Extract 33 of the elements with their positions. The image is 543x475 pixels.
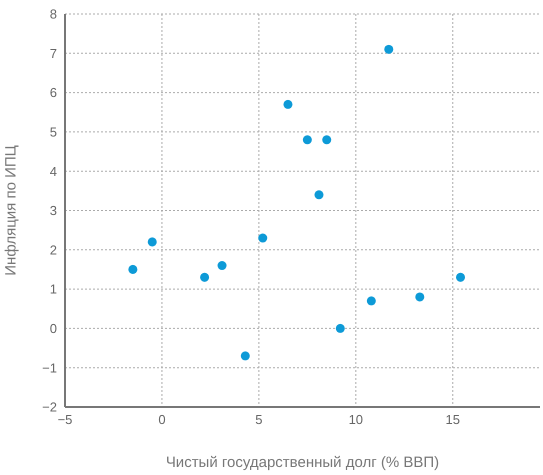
point [218, 261, 227, 270]
y-tick-label: −2 [42, 400, 57, 415]
point [384, 44, 394, 54]
y-tick-label: 4 [50, 164, 57, 179]
x-tick-label: −5 [58, 412, 72, 428]
point [128, 264, 138, 274]
point [148, 237, 157, 246]
y-tick-label: 2 [50, 242, 57, 258]
y-tick-label: −1 [42, 360, 57, 376]
x-tick-label: 5 [255, 412, 262, 428]
point [336, 324, 345, 333]
point [415, 292, 424, 302]
y-tick-label: 3 [50, 203, 57, 218]
point [240, 351, 250, 360]
point [366, 296, 376, 306]
y-tick-label: 0 [50, 321, 57, 336]
point [200, 272, 210, 282]
y-axis-title: Инфляция по ИПЦ [2, 145, 20, 276]
x-tick-label: 10 [348, 412, 364, 428]
y-tick-label: 1 [50, 282, 57, 297]
point [258, 234, 268, 243]
y-tick-label: 6 [50, 85, 57, 100]
point [322, 135, 332, 144]
point [283, 100, 292, 109]
x-axis-title: Чистый государственный долг (% ВВП) [166, 454, 440, 471]
x-tick-label: 15 [446, 412, 460, 428]
y-tick-label: 5 [50, 124, 57, 140]
point [302, 135, 312, 144]
point [314, 190, 324, 200]
x-tick-label: 0 [158, 412, 166, 428]
y-tick-label: 7 [50, 46, 57, 61]
y-tick-label: 8 [50, 6, 57, 22]
point [456, 272, 466, 282]
